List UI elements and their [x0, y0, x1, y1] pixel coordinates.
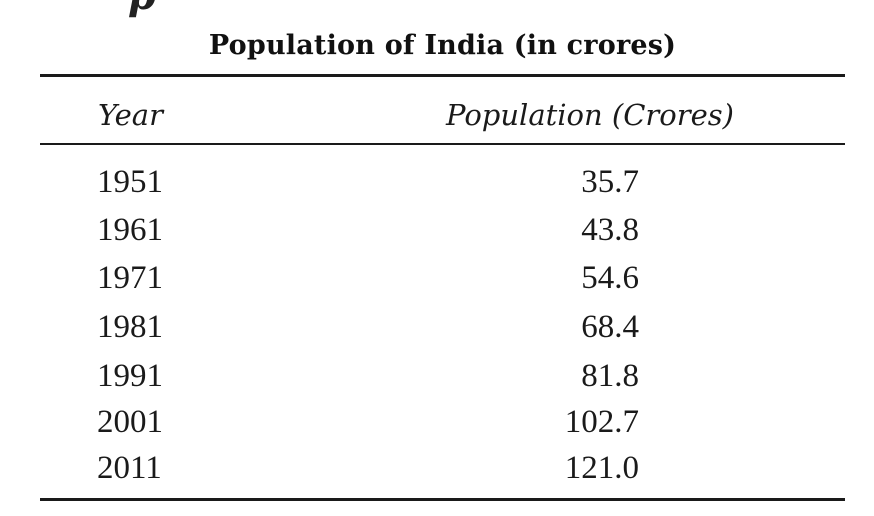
table-row: 1991 81.8 — [40, 352, 845, 400]
table-row: 2011 121.0 — [40, 444, 845, 492]
population-cell: 54.6 — [581, 260, 639, 296]
table-top-rule — [40, 74, 845, 77]
column-header-population: Population (Crores) — [446, 98, 734, 132]
year-cell: 1981 — [97, 309, 163, 345]
table-bottom-rule — [40, 498, 845, 501]
table-row: 1961 43.8 — [40, 206, 845, 254]
year-cell: 1971 — [97, 260, 163, 296]
cropped-heading-fragment: p — [128, 0, 156, 19]
column-header-year: Year — [98, 98, 163, 132]
year-cell: 1991 — [97, 358, 163, 394]
table-row: 2001 102.7 — [40, 398, 845, 446]
population-cell: 81.8 — [581, 358, 639, 394]
table-row: 1981 68.4 — [40, 303, 845, 351]
table-title: Population of India (in crores) — [208, 30, 677, 61]
population-cell: 102.7 — [564, 404, 639, 440]
population-cell: 35.7 — [581, 164, 639, 200]
table-row: 1971 54.6 — [40, 254, 845, 302]
year-cell: 2011 — [97, 450, 162, 486]
population-cell: 68.4 — [581, 309, 639, 345]
population-cell: 43.8 — [581, 212, 639, 248]
year-cell: 2001 — [97, 404, 163, 440]
table-row: 1951 35.7 — [40, 158, 845, 206]
population-cell: 121.0 — [564, 450, 639, 486]
year-cell: 1961 — [97, 212, 163, 248]
header-divider-rule — [40, 143, 845, 145]
year-cell: 1951 — [97, 164, 163, 200]
